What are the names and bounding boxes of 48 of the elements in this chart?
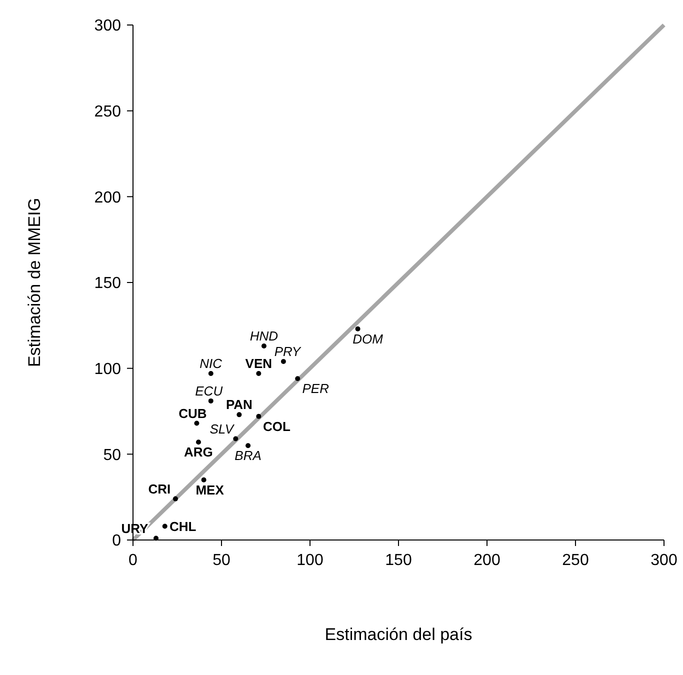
y-tick-label: 100	[94, 360, 122, 378]
point	[208, 398, 214, 404]
data-label: SLV	[210, 421, 235, 436]
data-label: MEX	[196, 482, 224, 498]
data-label: ECU	[195, 384, 224, 398]
y-tick-label: 150	[94, 275, 122, 292]
point	[208, 370, 214, 376]
data-label: DOM	[352, 331, 384, 346]
x-tick-label: 0	[128, 552, 138, 569]
data-label: COL	[262, 418, 290, 434]
point	[295, 376, 300, 382]
y-tick-label: 300	[94, 18, 122, 35]
data-label: VEN	[245, 356, 272, 372]
x-tick-label: 150	[385, 552, 412, 569]
y-axis-title: Estimación de MMEIG	[25, 198, 44, 368]
x-tick-label: 100	[296, 552, 324, 569]
point	[201, 477, 206, 482]
point	[194, 420, 200, 426]
y-tick-label: 250	[94, 103, 122, 120]
y-tick-label: 50	[103, 446, 122, 464]
point	[162, 524, 168, 529]
point	[246, 443, 251, 448]
data-label: NIC	[200, 356, 223, 372]
x-tick-label: 250	[562, 552, 589, 569]
data-label: CRI	[148, 481, 171, 496]
point	[261, 344, 266, 349]
point	[355, 326, 360, 332]
point	[256, 370, 262, 376]
point	[196, 440, 201, 445]
point	[280, 358, 286, 364]
point	[233, 436, 238, 442]
point	[236, 412, 242, 418]
data-label: ARG	[184, 444, 213, 460]
x-axis-title: Estimación del país	[324, 625, 472, 644]
data-label: CUB	[178, 406, 207, 421]
y-tick-label: 0	[112, 532, 122, 550]
point	[256, 414, 262, 419]
x-tick-label: 200	[474, 552, 500, 569]
x-tick-label: 50	[212, 552, 230, 569]
data-label: PAN	[226, 397, 252, 412]
data-label: HND	[250, 328, 278, 344]
data-label: BRA	[234, 448, 262, 464]
y-tick-label: 200	[94, 189, 122, 206]
data-label: PER	[302, 381, 329, 396]
point	[172, 496, 178, 502]
data-label: PRY	[274, 344, 302, 360]
data-label: CHL	[170, 518, 196, 534]
x-tick-label: 300	[650, 552, 678, 569]
